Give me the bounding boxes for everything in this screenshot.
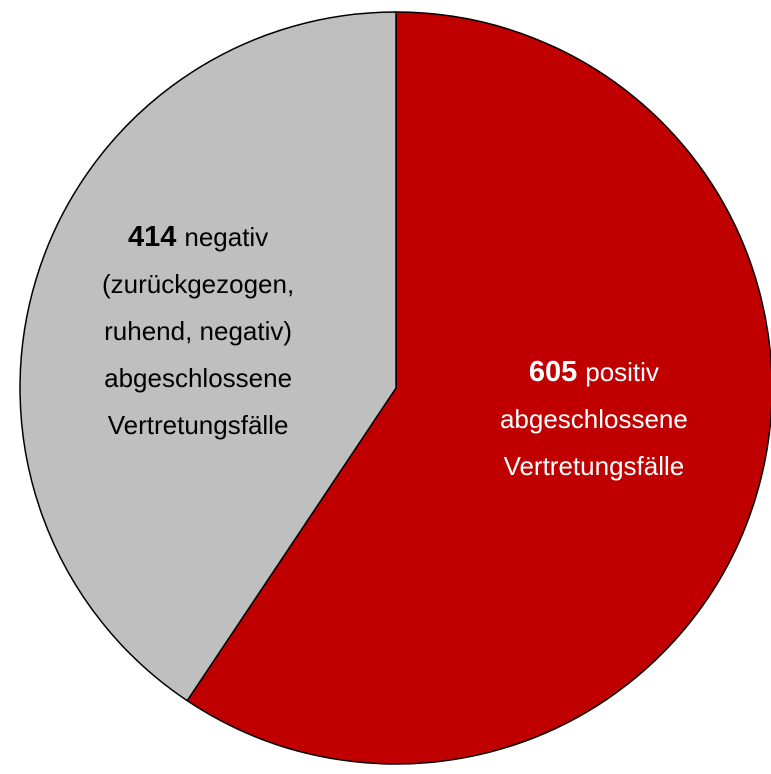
pie-slice xyxy=(186,11,771,765)
slice-label-line: abgeschlossene xyxy=(104,363,292,393)
slice-label: 605 positiv abgeschlossene Vertretungsfälle xyxy=(500,356,688,481)
slice-value: 605 xyxy=(529,356,577,388)
slice-label-line: ruhend, negativ) xyxy=(104,316,292,346)
slice-label: 414 negativ (zurückgezogen, ruhend, negativ… xyxy=(102,221,294,440)
slice-label-line: abgeschlossene xyxy=(500,404,688,434)
slice-value: 414 xyxy=(128,221,176,253)
slice-category: negativ xyxy=(184,222,268,252)
slice-label-line: Vertretungsfälle xyxy=(108,410,289,440)
pie-slice xyxy=(19,11,397,702)
slice-label-line: 414 negativ xyxy=(128,221,268,253)
slice-label-line: (zurückgezogen, xyxy=(102,269,294,299)
slice-label-line: Vertretungsfälle xyxy=(504,451,685,481)
slice-category: positiv xyxy=(585,357,659,387)
slice-label-line: 605 positiv xyxy=(529,356,659,388)
